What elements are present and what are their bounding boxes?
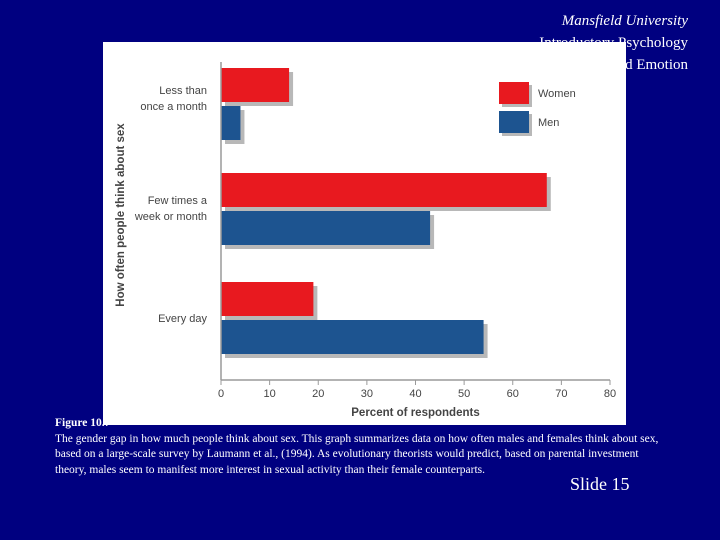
category-label: Few times a (148, 195, 208, 207)
x-axis-label: Percent of respondents (351, 407, 479, 419)
legend-swatch-women (499, 82, 529, 104)
x-tick-label: 40 (409, 388, 421, 400)
bar-women-1 (221, 173, 547, 207)
x-tick-label: 80 (604, 388, 616, 400)
x-tick-label: 20 (312, 388, 324, 400)
x-tick-label: 30 (361, 388, 373, 400)
legend-swatch-men (499, 111, 529, 133)
bar-chart: 0 10 20 30 40 50 60 70 80 Percent of respondents H… (115, 62, 616, 419)
bar-men-1 (221, 211, 431, 245)
category-label: Every day (158, 313, 207, 325)
university-name: Mansfield University (561, 13, 688, 29)
bar-men-0 (221, 106, 241, 140)
category-label: week or month (134, 211, 207, 223)
figure-label: Figure 10.7 (55, 417, 111, 429)
caption-text: The gender gap in how much people think … (55, 432, 659, 476)
slide-number: Slide 15 (570, 474, 630, 494)
x-tick-label: 10 (264, 388, 276, 400)
legend-label-men: Men (538, 117, 559, 129)
x-tick-label: 50 (458, 388, 470, 400)
x-tick-label: 70 (555, 388, 567, 400)
bar-men-2 (221, 320, 484, 354)
category-label: Less than (159, 85, 207, 97)
legend-label-women: Women (538, 88, 576, 100)
x-tick-label: 0 (218, 388, 224, 400)
bar-women-2 (221, 282, 314, 316)
figure-caption: Figure 10.7 The gender gap in how much p… (55, 416, 665, 478)
chart-panel: 0 10 20 30 40 50 60 70 80 Percent of respondents H… (103, 42, 626, 425)
category-label: once a month (140, 101, 207, 113)
y-axis-label: How often people think about sex (115, 123, 127, 307)
bar-women-0 (221, 68, 290, 102)
x-tick-label: 60 (507, 388, 519, 400)
